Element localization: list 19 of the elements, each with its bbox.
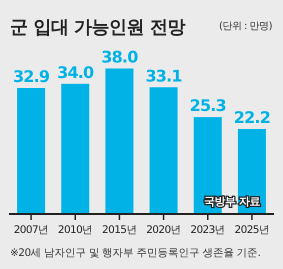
x-tick-label: 2023년 bbox=[190, 224, 226, 236]
bar bbox=[61, 84, 90, 214]
bar bbox=[150, 87, 178, 214]
x-tick-label: 2020년 bbox=[146, 224, 181, 236]
chart-subtitle: (단위 : 만명) bbox=[218, 21, 273, 32]
bar bbox=[105, 68, 134, 214]
x-tick-label: 2007년 bbox=[14, 224, 48, 236]
data-label: 34.0 bbox=[57, 62, 94, 82]
data-label: 25.3 bbox=[190, 96, 226, 116]
bar bbox=[17, 88, 46, 214]
x-tick-label: 2010년 bbox=[58, 224, 93, 236]
data-label: 33.1 bbox=[145, 66, 182, 86]
data-label: 32.9 bbox=[12, 67, 50, 86]
x-tick-label: 2015년 bbox=[102, 224, 137, 236]
chart-title: 군 입대 가능인원 전망 bbox=[10, 17, 186, 38]
data-label: 22.2 bbox=[234, 108, 270, 127]
text: ※20세 남자인구 및 행자부 주민등록인구 생존율 기준. bbox=[10, 247, 261, 259]
data-label: 38.0 bbox=[101, 48, 138, 66]
x-tick-label: 2025년 bbox=[234, 224, 270, 236]
